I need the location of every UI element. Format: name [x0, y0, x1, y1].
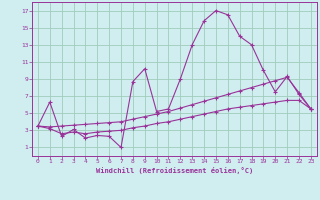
X-axis label: Windchill (Refroidissement éolien,°C): Windchill (Refroidissement éolien,°C) — [96, 167, 253, 174]
